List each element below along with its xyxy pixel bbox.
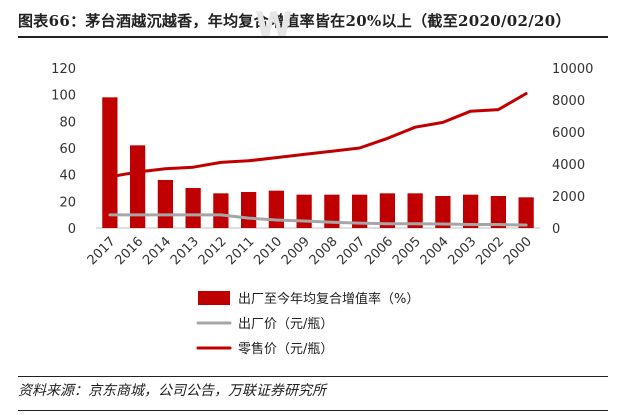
left-tick-label: 20 [59, 195, 76, 210]
x-tick-label: 2010 [251, 234, 285, 268]
right-tick-label: 6000 [552, 126, 585, 141]
x-tick-label: 2000 [501, 234, 535, 268]
bar [324, 194, 340, 228]
bar [185, 188, 201, 228]
chart-title-bar: 图表66：茅台酒越沉越香，年均复合增值率皆在20%以上（截至2020/02/20… [18, 4, 608, 38]
bar [518, 197, 534, 228]
left-tick-label: 0 [68, 222, 76, 237]
bar [379, 193, 396, 228]
line-series [108, 92, 528, 227]
x-tick-label: 2003 [445, 234, 479, 268]
legend-label: 出厂至今年均复合增值率（%） [238, 291, 419, 307]
chart-title: 图表66：茅台酒越沉越香，年均复合增值率皆在20%以上（截至2020/02/20… [18, 11, 571, 30]
left-tick-label: 60 [59, 142, 76, 157]
left-axis: 0 20 40 60 80 100 120 [51, 62, 76, 237]
left-tick-label: 120 [51, 62, 76, 77]
factory-price-line [108, 213, 528, 227]
bar [240, 192, 257, 228]
bar [351, 194, 368, 228]
bar [129, 145, 146, 228]
x-tick-label: 2014 [140, 234, 174, 268]
legend-swatch-bar [198, 291, 230, 305]
right-tick-label: 2000 [552, 190, 585, 205]
right-tick-label: 10000 [552, 62, 593, 77]
x-tick-label: 2002 [473, 234, 507, 268]
right-tick-label: 8000 [552, 94, 585, 109]
right-tick-label: 4000 [552, 158, 585, 173]
bar [102, 97, 118, 228]
legend: 出厂至今年均复合增值率（%） 出厂价（元/瓶） 零售价（元/瓶） [196, 291, 419, 357]
source-note: 资料来源：京东商城，公司公告，万联证券研究所 [18, 376, 608, 400]
bar [462, 194, 479, 228]
bar [407, 193, 423, 228]
bar-series [102, 97, 534, 228]
right-tick-label: 0 [552, 222, 560, 237]
x-tick-label: 2013 [168, 234, 202, 268]
x-tick-label: 2009 [279, 234, 313, 268]
left-tick-label: 100 [51, 89, 76, 104]
x-axis: 2017201620142013201220112010200920082007… [85, 234, 535, 268]
legend-label: 零售价（元/瓶） [238, 341, 333, 357]
x-tick-label: 2007 [334, 234, 368, 268]
bar [435, 196, 451, 228]
x-tick-label: 2017 [85, 234, 119, 268]
x-tick-label: 2016 [112, 234, 146, 268]
bottom-rule [18, 410, 608, 411]
bar [213, 193, 229, 228]
bar [296, 194, 312, 228]
bar [268, 190, 285, 228]
left-tick-label: 40 [59, 169, 76, 184]
left-tick-label: 80 [59, 115, 76, 130]
right-axis: 0 2000 4000 6000 8000 10000 [552, 62, 593, 237]
retail-price-line [108, 92, 528, 179]
legend-label: 出厂价（元/瓶） [238, 317, 333, 332]
x-tick-label: 2012 [196, 234, 230, 268]
x-tick-label: 2006 [362, 234, 396, 268]
x-tick-label: 2008 [307, 234, 341, 268]
bar [157, 180, 174, 228]
watermark: W [255, 5, 293, 45]
x-tick-label: 2004 [418, 234, 452, 268]
x-tick-label: 2011 [223, 234, 257, 268]
bar [490, 196, 507, 228]
x-tick-label: 2005 [390, 234, 424, 268]
